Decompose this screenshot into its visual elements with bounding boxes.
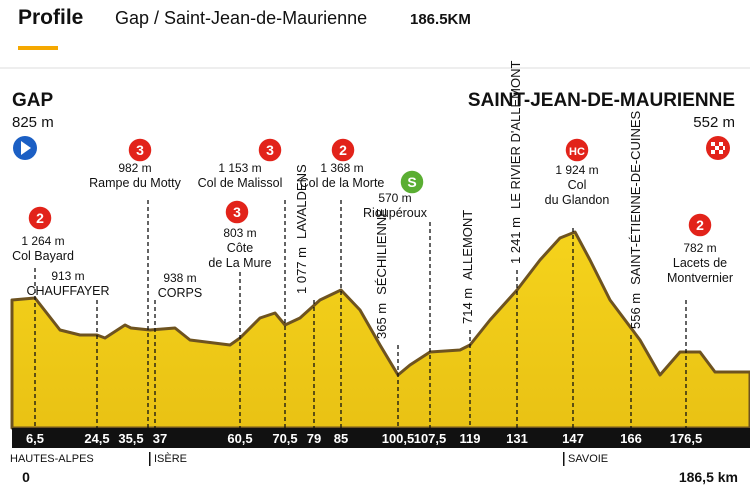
place-name: Lacets de	[673, 256, 727, 270]
vertical-label: 556 m SAINT-ÉTIENNE-DE-CUINES	[628, 110, 643, 329]
km-start: 0	[22, 469, 30, 485]
km-label: 37	[153, 431, 167, 446]
vertical-label: 1 241 m LE RIVIER D'ALLEMONT	[508, 61, 523, 264]
altitude: 938 m	[163, 271, 196, 285]
route: Gap / Saint-Jean-de-Maurienne	[115, 8, 367, 28]
km-label: 176,5	[670, 431, 703, 446]
region: SAVOIE	[568, 453, 608, 465]
place-name: SÉCHILIENNE	[374, 208, 389, 295]
place-name: Montvernier	[667, 271, 733, 285]
place-name: LAVALDENS	[294, 164, 309, 239]
altitude: 570 m	[378, 191, 411, 205]
category-badge	[399, 169, 425, 195]
km-label: 166	[620, 431, 642, 446]
place-name: Rampe du Motty	[89, 176, 181, 190]
category-label: S	[407, 174, 416, 190]
place-name: SAINT-ÉTIENNE-DE-CUINES	[628, 110, 643, 284]
km-label: 70,5	[272, 431, 297, 446]
place-name: ALLEMONT	[460, 210, 475, 280]
km-band	[12, 428, 750, 448]
altitude: 1 153 m	[218, 161, 261, 175]
title: Profile	[18, 6, 83, 29]
category-badge	[330, 137, 356, 163]
vertical-label: 1 077 m LAVALDENS	[294, 164, 309, 294]
region-tick	[563, 452, 565, 466]
category-label: 2	[36, 210, 44, 226]
category-badge	[564, 137, 590, 163]
category-label: 2	[339, 142, 347, 158]
place-name: Col de la Morte	[300, 176, 385, 190]
profile	[10, 230, 750, 430]
km-label: 79	[307, 431, 321, 446]
finish-flag	[711, 142, 725, 154]
altitude: 714 m	[460, 288, 475, 324]
km-end: 186,5 km	[679, 469, 738, 485]
km-label: 60,5	[227, 431, 252, 446]
category-badge	[27, 205, 53, 231]
start-arrow	[21, 141, 31, 155]
category-label: 3	[266, 142, 274, 158]
region: ISÈRE	[154, 452, 187, 465]
vertical-label: 714 m ALLEMONT	[460, 210, 475, 324]
place-name: Rioupéroux	[363, 206, 428, 220]
place-name: CORPS	[158, 286, 202, 300]
place-name: Col Bayard	[12, 249, 74, 263]
region-tick	[149, 452, 151, 466]
category-label: 2	[696, 217, 704, 233]
km-label: 6,5	[26, 431, 44, 446]
km-label: 119	[460, 431, 481, 446]
altitude: 782 m	[683, 241, 716, 255]
km-label: 107,5	[414, 431, 447, 446]
altitude: 982 m	[118, 161, 151, 175]
category-badge	[257, 137, 283, 163]
place-name: Col	[568, 178, 587, 192]
category-label: 3	[233, 204, 241, 220]
distance: 186.5KM	[410, 11, 471, 28]
altitude: 556 m	[628, 293, 643, 329]
altitude: 1 264 m	[21, 234, 64, 248]
km-label: 85	[334, 431, 348, 446]
category-label: 3	[136, 142, 144, 158]
place-name: Côte	[227, 241, 253, 255]
category-badge	[127, 137, 153, 163]
km-label: 24,5	[84, 431, 109, 446]
finish-name: SAINT-JEAN-DE-MAURIENNE	[468, 90, 735, 111]
region: HAUTES-ALPES	[10, 453, 94, 465]
start-altitude: 825 m	[12, 114, 54, 131]
altitude: 803 m	[223, 226, 256, 240]
place-name: du Glandon	[545, 193, 610, 207]
km-label: 35,5	[118, 431, 143, 446]
start-name: GAP	[12, 90, 54, 111]
altitude: 1 924 m	[555, 163, 598, 177]
place-name: CHAUFFAYER	[26, 284, 109, 298]
km-label: 147	[562, 431, 584, 446]
altitude: 1 368 m	[320, 161, 363, 175]
category-label: HC	[569, 146, 585, 158]
category-badge	[687, 212, 713, 238]
finish-altitude: 552 m	[693, 114, 735, 131]
vertical-label: 365 m SÉCHILIENNE	[374, 208, 389, 339]
km-label: 100,5	[382, 431, 415, 446]
km-label: 131	[506, 431, 528, 446]
place-name: de La Mure	[208, 256, 271, 270]
altitude: 1 077 m	[294, 247, 309, 294]
underline	[18, 46, 58, 50]
altitude: 913 m	[51, 269, 84, 283]
altitude: 365 m	[374, 303, 389, 339]
category-badge	[224, 199, 250, 225]
place-name: Col de Malissol	[198, 176, 283, 190]
altitude: 1 241 m	[508, 217, 523, 264]
place-name: LE RIVIER D'ALLEMONT	[508, 61, 523, 209]
